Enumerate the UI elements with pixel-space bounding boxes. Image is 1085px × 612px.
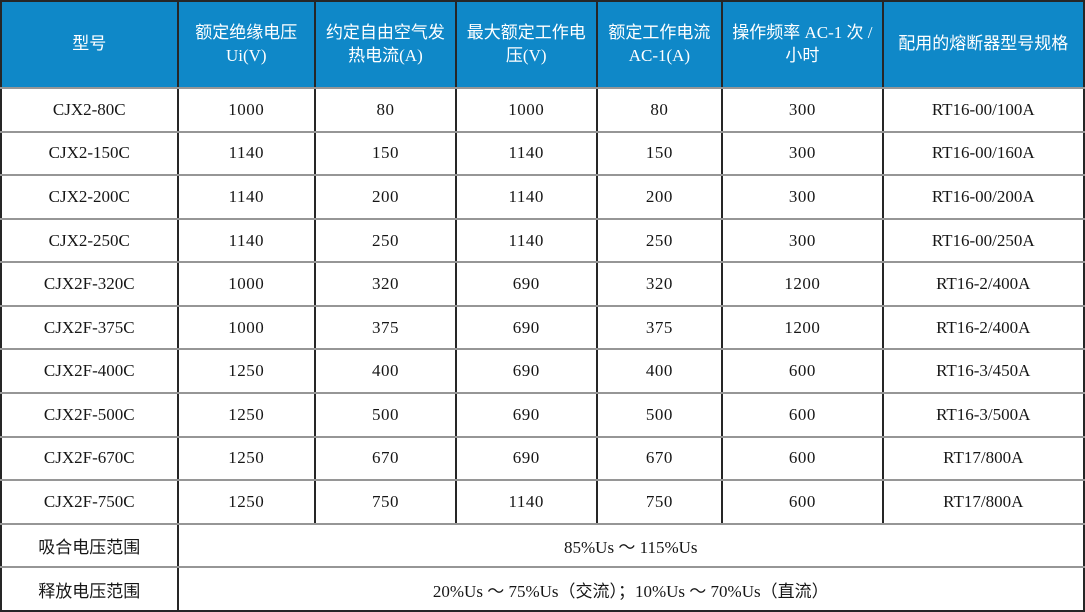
cell-model: CJX2-250C (0, 217, 179, 264)
table-row: CJX2F-750C 1250 750 1140 750 600 RT17/80… (0, 479, 1085, 525)
cell-model: CJX2F-375C (0, 304, 179, 351)
cell-insulation-voltage: 1140 (176, 217, 317, 264)
cell-fuse-model: RT16-2/400A (881, 261, 1085, 307)
footer-row-release-voltage: 释放电压范围 20%Us ～ 75%Us（交流）；10%Us ～ 70%Us（直… (0, 566, 1085, 612)
cell-thermal-current: 375 (314, 304, 457, 351)
row-label-pickup-voltage-range: 吸合电压范围 (0, 522, 179, 569)
cell-thermal-current: 80 (314, 87, 457, 133)
cell-operating-frequency: 600 (721, 435, 884, 482)
cell-model: CJX2F-400C (0, 348, 179, 395)
cell-working-current: 750 (595, 479, 724, 525)
cell-model: CJX2-80C (0, 87, 179, 133)
cell-model: CJX2F-670C (0, 435, 179, 482)
column-header-matching-fuse-model: 配用的熔断器型号规格 (881, 0, 1085, 89)
cell-operating-frequency: 600 (721, 479, 884, 525)
column-header-max-rated-working-voltage: 最大额定工作电压(V) (454, 0, 598, 89)
table-row: CJX2F-500C 1250 500 690 500 600 RT16-3/5… (0, 392, 1085, 438)
cell-working-current: 320 (595, 261, 724, 307)
cell-operating-frequency: 600 (721, 392, 884, 438)
cell-insulation-voltage: 1250 (176, 479, 317, 525)
header-row: 型号 额定绝缘电压 Ui(V) 约定自由空气发热电流(A) 最大额定工作电压(V… (0, 0, 1085, 89)
column-header-rated-working-current-ac1: 额定工作电流 AC-1(A) (595, 0, 724, 89)
cell-fuse-model: RT17/800A (881, 479, 1085, 525)
cell-fuse-model: RT16-00/200A (881, 174, 1085, 220)
cell-thermal-current: 670 (314, 435, 457, 482)
cell-fuse-model: RT16-3/500A (881, 392, 1085, 438)
cell-thermal-current: 500 (314, 392, 457, 438)
cell-insulation-voltage: 1000 (176, 87, 317, 133)
cell-fuse-model: RT16-3/450A (881, 348, 1085, 395)
cell-thermal-current: 400 (314, 348, 457, 395)
cell-fuse-model: RT16-00/100A (881, 87, 1085, 133)
cell-max-working-voltage: 690 (454, 392, 598, 438)
cell-insulation-voltage: 1140 (176, 174, 317, 220)
cell-operating-frequency: 1200 (721, 304, 884, 351)
pickup-voltage-range-value: 85%Us ～ 115%Us (176, 522, 1085, 569)
cell-working-current: 400 (595, 348, 724, 395)
cell-working-current: 200 (595, 174, 724, 220)
table-header: 型号 额定绝缘电压 Ui(V) 约定自由空气发热电流(A) 最大额定工作电压(V… (0, 0, 1085, 89)
cell-insulation-voltage: 1250 (176, 348, 317, 395)
cell-operating-frequency: 600 (721, 348, 884, 395)
release-voltage-range-value: 20%Us ～ 75%Us（交流）；10%Us ～ 70%Us（直流） (176, 566, 1085, 612)
cell-working-current: 375 (595, 304, 724, 351)
cell-model: CJX2F-500C (0, 392, 179, 438)
cell-fuse-model: RT17/800A (881, 435, 1085, 482)
table-row: CJX2F-375C 1000 375 690 375 1200 RT16-2/… (0, 304, 1085, 351)
cell-insulation-voltage: 1250 (176, 435, 317, 482)
cell-working-current: 150 (595, 130, 724, 177)
table-row: CJX2-150C 1140 150 1140 150 300 RT16-00/… (0, 130, 1085, 177)
cell-max-working-voltage: 690 (454, 348, 598, 395)
cell-working-current: 500 (595, 392, 724, 438)
cell-insulation-voltage: 1140 (176, 130, 317, 177)
row-label-release-voltage-range: 释放电压范围 (0, 566, 179, 612)
cell-max-working-voltage: 690 (454, 261, 598, 307)
cell-max-working-voltage: 1140 (454, 479, 598, 525)
cell-fuse-model: RT16-2/400A (881, 304, 1085, 351)
column-header-conventional-free-air-thermal-current: 约定自由空气发热电流(A) (314, 0, 457, 89)
table-row: CJX2F-400C 1250 400 690 400 600 RT16-3/4… (0, 348, 1085, 395)
cell-thermal-current: 320 (314, 261, 457, 307)
cell-fuse-model: RT16-00/250A (881, 217, 1085, 264)
cell-model: CJX2-150C (0, 130, 179, 177)
cell-max-working-voltage: 1140 (454, 130, 598, 177)
column-header-operating-frequency: 操作频率 AC-1 次 / 小时 (721, 0, 884, 89)
cell-max-working-voltage: 690 (454, 435, 598, 482)
cell-max-working-voltage: 690 (454, 304, 598, 351)
table-row: CJX2-80C 1000 80 1000 80 300 RT16-00/100… (0, 87, 1085, 133)
cell-model: CJX2F-320C (0, 261, 179, 307)
cell-working-current: 250 (595, 217, 724, 264)
cell-max-working-voltage: 1140 (454, 217, 598, 264)
cell-insulation-voltage: 1000 (176, 304, 317, 351)
cell-operating-frequency: 300 (721, 174, 884, 220)
cell-thermal-current: 150 (314, 130, 457, 177)
table-row: CJX2-250C 1140 250 1140 250 300 RT16-00/… (0, 217, 1085, 264)
table-row: CJX2-200C 1140 200 1140 200 300 RT16-00/… (0, 174, 1085, 220)
cell-operating-frequency: 1200 (721, 261, 884, 307)
cell-operating-frequency: 300 (721, 130, 884, 177)
cell-model: CJX2F-750C (0, 479, 179, 525)
table-row: CJX2F-320C 1000 320 690 320 1200 RT16-2/… (0, 261, 1085, 307)
cell-operating-frequency: 300 (721, 217, 884, 264)
cell-operating-frequency: 300 (721, 87, 884, 133)
cell-working-current: 80 (595, 87, 724, 133)
column-header-model: 型号 (0, 0, 179, 89)
cell-thermal-current: 200 (314, 174, 457, 220)
table-body: CJX2-80C 1000 80 1000 80 300 RT16-00/100… (0, 87, 1085, 612)
cell-model: CJX2-200C (0, 174, 179, 220)
footer-row-pickup-voltage: 吸合电压范围 85%Us ～ 115%Us (0, 522, 1085, 569)
cell-fuse-model: RT16-00/160A (881, 130, 1085, 177)
table-row: CJX2F-670C 1250 670 690 670 600 RT17/800… (0, 435, 1085, 482)
cell-max-working-voltage: 1140 (454, 174, 598, 220)
cell-insulation-voltage: 1250 (176, 392, 317, 438)
column-header-rated-insulation-voltage: 额定绝缘电压 Ui(V) (176, 0, 317, 89)
cell-working-current: 670 (595, 435, 724, 482)
cell-thermal-current: 750 (314, 479, 457, 525)
cell-insulation-voltage: 1000 (176, 261, 317, 307)
cell-max-working-voltage: 1000 (454, 87, 598, 133)
cell-thermal-current: 250 (314, 217, 457, 264)
